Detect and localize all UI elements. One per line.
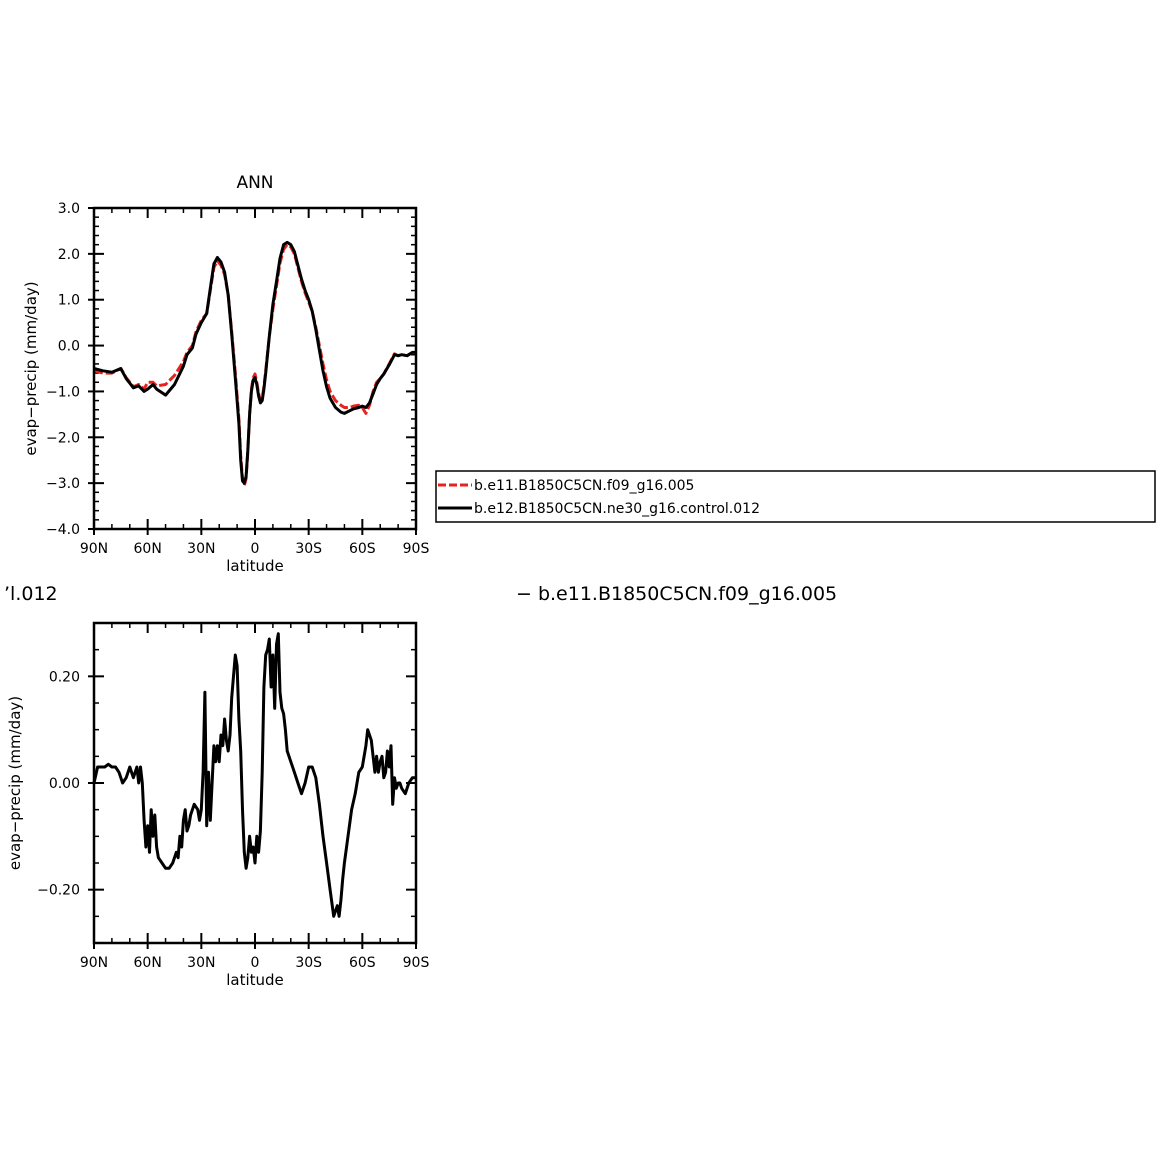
ytick-label: 3.0 <box>58 201 80 217</box>
panel-difference: 0.20 0.00 −0.20 90N 60N 30N 0 30S 60S 90S latitude… <box>4 583 837 989</box>
ytick-label: 0.20 <box>49 669 80 685</box>
series-line-0 <box>92 632 416 918</box>
ytick-label: −0.20 <box>37 883 80 899</box>
chart-title: ANN <box>236 173 273 193</box>
legend-box <box>435 470 1156 523</box>
xtick-label: 30N <box>187 541 215 557</box>
xtick-label: 90S <box>403 955 430 971</box>
xtick-label: 60S <box>349 541 376 557</box>
y-axis-label: evap−precip (mm/day) <box>6 696 24 870</box>
xtick-label: 30S <box>295 541 322 557</box>
plot-frame <box>92 621 418 945</box>
xtick-label: 90N <box>80 541 108 557</box>
xtick-label: 30N <box>187 955 215 971</box>
plot-frame <box>92 206 418 531</box>
xtick-label: 0 <box>251 541 260 557</box>
legend-entry-0: b.e11.B1850C5CN.f09_g16.005 <box>474 478 694 494</box>
y-axis-label: evap−precip (mm/day) <box>22 281 40 455</box>
title-fragment-right: − b.e11.B1850C5CN.f09_g16.005 <box>516 583 837 605</box>
x-axis-label: latitude <box>226 557 284 575</box>
series-line-0 <box>93 243 416 487</box>
xtick-label: 60N <box>134 541 162 557</box>
ytick-label: −3.0 <box>46 476 80 492</box>
ytick-label: −1.0 <box>46 384 80 400</box>
title-fragment-left: ’l.012 <box>4 583 58 605</box>
xtick-label: 0 <box>251 955 260 971</box>
ytick-label: 1.0 <box>58 293 80 309</box>
ytick-label: −2.0 <box>46 430 80 446</box>
xtick-label: 90N <box>80 955 108 971</box>
series-line-1 <box>93 240 416 485</box>
legend-entry-1: b.e12.B1850C5CN.ne30_g16.control.012 <box>474 501 760 517</box>
ytick-label: 0.00 <box>49 776 80 792</box>
xtick-label: 90S <box>403 541 430 557</box>
xtick-label: 60S <box>349 955 376 971</box>
ytick-label: −4.0 <box>46 522 80 538</box>
ytick-label: 0.0 <box>58 339 80 355</box>
legend: b.e11.B1850C5CN.f09_g16.005 b.e12.B1850C5… <box>435 470 1156 523</box>
xtick-label: 60N <box>134 955 162 971</box>
xtick-label: 30S <box>295 955 322 971</box>
x-axis-label: latitude <box>226 971 284 989</box>
ytick-label: 2.0 <box>58 247 80 263</box>
